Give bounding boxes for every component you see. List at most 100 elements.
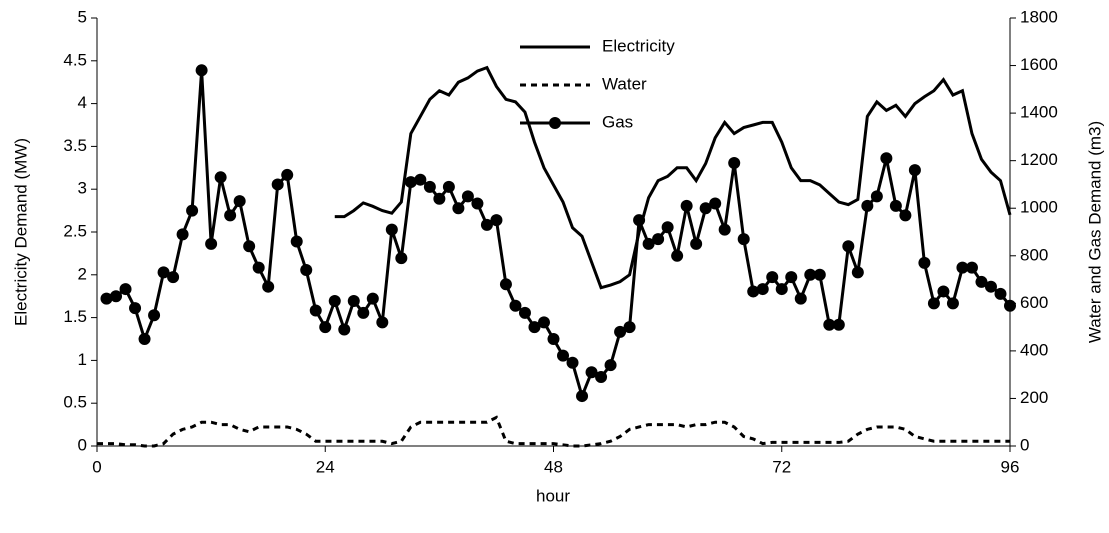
legend-label: Water	[602, 74, 647, 93]
data-point	[861, 199, 874, 212]
data-point	[661, 221, 674, 234]
data-point	[366, 292, 379, 305]
data-point	[547, 333, 560, 345]
data-point	[870, 190, 883, 203]
data-point	[813, 268, 826, 281]
data-point	[433, 192, 446, 205]
data-point	[642, 237, 655, 250]
data-point	[832, 318, 845, 331]
x-tick-label: 48	[544, 457, 563, 476]
data-point	[471, 197, 484, 210]
data-point	[775, 283, 788, 296]
data-point	[100, 292, 113, 305]
y-tick-label: 3	[78, 179, 87, 198]
data-point	[499, 278, 512, 291]
data-point	[851, 266, 864, 279]
data-point	[528, 321, 541, 334]
data-point	[214, 171, 227, 184]
series-line	[97, 415, 1010, 448]
data-point	[880, 152, 893, 165]
data-point	[652, 233, 665, 246]
data-point	[766, 271, 779, 284]
data-point	[442, 180, 455, 193]
data-point	[633, 214, 646, 227]
data-point	[747, 285, 760, 298]
y-tick-label: 4	[78, 93, 87, 112]
legend-marker	[549, 117, 561, 129]
data-point	[595, 371, 608, 384]
data-point	[927, 297, 940, 310]
data-point	[566, 356, 579, 369]
data-point	[404, 176, 417, 189]
data-point	[357, 306, 370, 319]
data-point	[461, 190, 474, 203]
data-point	[110, 290, 123, 303]
y-axis-label: Electricity Demand (MW)	[11, 138, 30, 326]
y-tick-label: 2	[78, 264, 87, 283]
data-point	[680, 199, 693, 212]
data-point	[414, 173, 427, 186]
data-point	[452, 202, 465, 215]
data-point	[965, 261, 978, 274]
data-point	[623, 321, 636, 334]
data-point	[604, 359, 617, 372]
data-point	[709, 197, 722, 210]
data-point	[1004, 299, 1016, 312]
data-point	[262, 280, 275, 293]
data-point	[423, 180, 436, 193]
data-point	[281, 168, 294, 181]
y2-tick-label: 400	[1020, 340, 1048, 359]
data-point	[518, 306, 531, 319]
x-tick-label: 72	[772, 457, 791, 476]
data-point	[994, 287, 1007, 300]
data-point	[718, 223, 731, 236]
y-tick-label: 0	[78, 435, 87, 454]
y2-tick-label: 0	[1020, 435, 1029, 454]
data-point	[319, 321, 332, 334]
data-point	[300, 264, 313, 277]
data-point	[129, 302, 142, 315]
data-point	[984, 280, 997, 293]
data-point	[376, 316, 389, 329]
data-point	[480, 218, 493, 231]
data-point	[690, 237, 703, 250]
data-point	[385, 223, 398, 236]
data-point	[842, 240, 855, 253]
data-point	[585, 366, 598, 379]
data-point	[794, 292, 807, 305]
data-point	[728, 157, 741, 170]
data-point	[167, 271, 180, 284]
y-tick-label: 2.5	[63, 221, 87, 240]
y-tick-label: 1.5	[63, 307, 87, 326]
x-tick-label: 0	[92, 457, 101, 476]
data-point	[271, 178, 284, 191]
data-point	[309, 304, 322, 317]
data-point	[956, 261, 969, 274]
y2-tick-label: 200	[1020, 388, 1048, 407]
legend-label: Gas	[602, 112, 633, 131]
data-point	[509, 299, 522, 312]
data-point	[328, 294, 341, 307]
data-point	[804, 268, 817, 281]
data-point	[937, 285, 950, 298]
y2-tick-label: 1800	[1020, 7, 1058, 26]
data-point	[889, 199, 902, 212]
data-point	[557, 349, 570, 362]
data-point	[243, 240, 256, 253]
y-tick-label: 3.5	[63, 136, 87, 155]
data-point	[157, 266, 170, 279]
y-tick-label: 5	[78, 7, 87, 26]
y2-tick-label: 600	[1020, 293, 1048, 312]
data-point	[699, 202, 712, 215]
data-point	[756, 283, 769, 296]
data-point	[537, 316, 550, 329]
y2-tick-label: 1200	[1020, 150, 1058, 169]
data-point	[614, 325, 627, 338]
data-point	[737, 233, 750, 246]
y-tick-label: 4.5	[63, 50, 87, 69]
data-point	[918, 256, 931, 269]
data-point	[148, 309, 161, 322]
data-point	[233, 195, 246, 208]
data-point	[347, 294, 360, 307]
